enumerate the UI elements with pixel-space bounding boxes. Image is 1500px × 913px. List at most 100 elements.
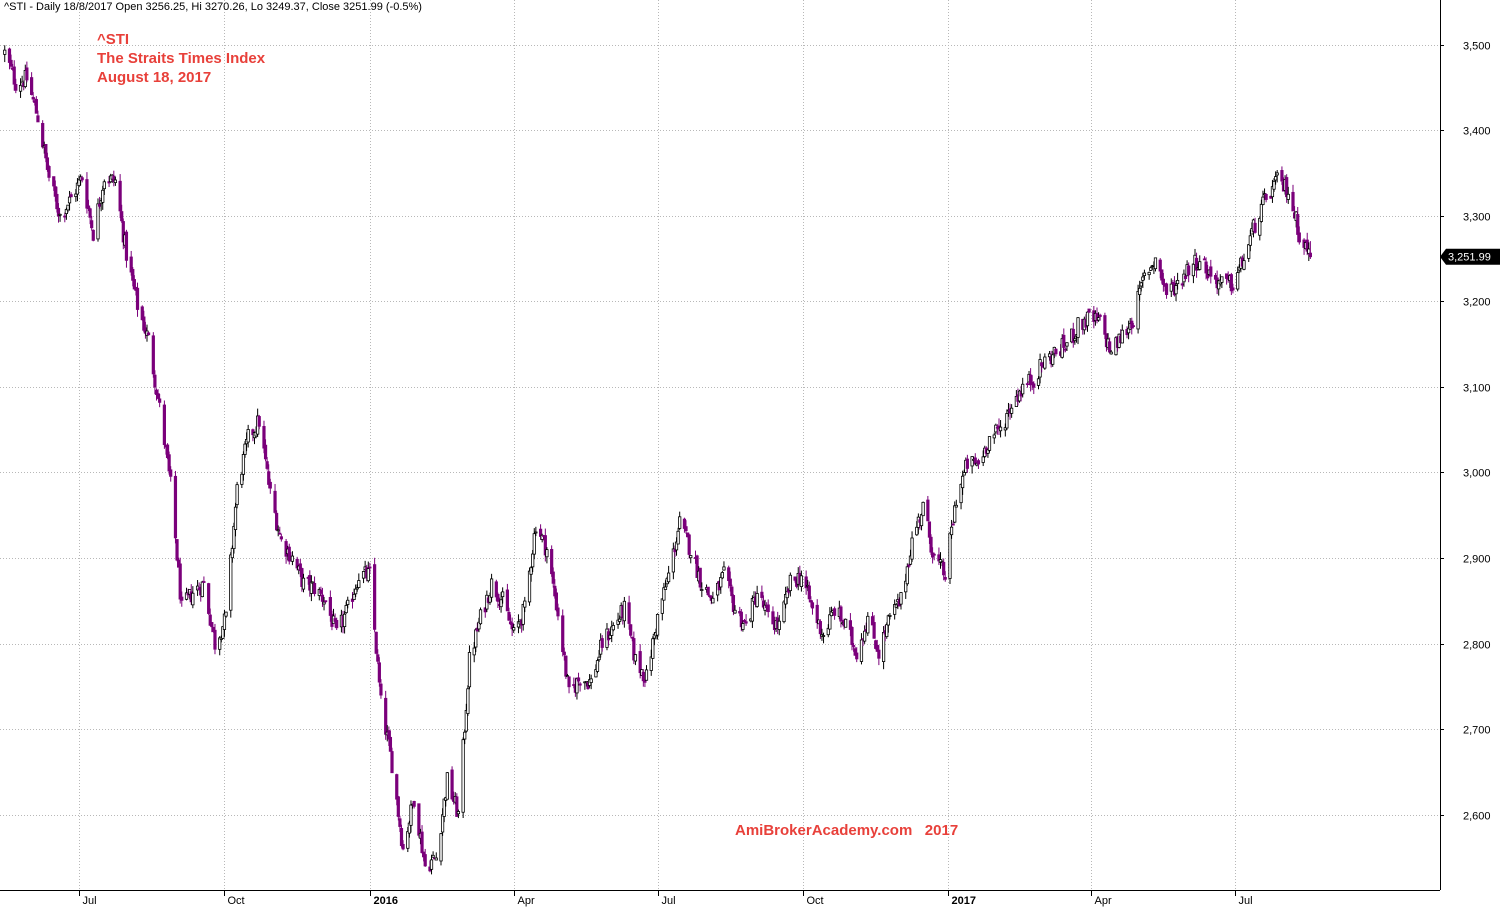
up-candle [1120, 324, 1124, 344]
up-candle [888, 612, 892, 620]
up-candle [1247, 244, 1251, 263]
up-candle [1036, 376, 1041, 390]
down-candle [324, 600, 328, 604]
down-candle [450, 766, 454, 801]
candle-body [1225, 273, 1229, 279]
down-candle [90, 215, 94, 231]
candle-body [782, 601, 786, 623]
candle-body [629, 624, 633, 636]
candle-body [69, 194, 73, 198]
candle-body [146, 332, 151, 336]
down-candle [576, 672, 581, 683]
up-candle [733, 605, 737, 614]
candle-body [1062, 334, 1066, 348]
down-candle [213, 623, 217, 655]
up-candle [434, 852, 438, 861]
up-candle [633, 654, 638, 666]
down-candle [561, 609, 565, 657]
down-candle [1209, 259, 1213, 284]
up-candle [954, 499, 958, 508]
candle-body [346, 599, 350, 605]
down-candle [390, 747, 394, 774]
down-candle [1032, 381, 1036, 395]
up-candle [863, 625, 867, 644]
up-candle [611, 622, 615, 632]
down-candle [263, 439, 268, 462]
up-candle [986, 449, 990, 458]
down-candle [810, 600, 815, 615]
candle-body [77, 179, 81, 187]
candle-body [58, 213, 62, 216]
up-candle [429, 854, 434, 875]
down-candle [373, 557, 377, 633]
down-candle [47, 164, 51, 182]
x-tick-label: Jul [662, 895, 676, 907]
down-candle [1180, 282, 1184, 290]
candle-body [529, 567, 533, 575]
up-candle [346, 596, 350, 609]
candle-body [1247, 244, 1251, 259]
candle-body [1169, 283, 1173, 292]
candle-body [374, 631, 378, 654]
candle-body [760, 591, 764, 598]
down-candle [551, 567, 555, 588]
candle-body [66, 204, 70, 211]
up-candle [1275, 170, 1279, 183]
candle-body [1158, 259, 1162, 272]
candle-body [52, 176, 56, 187]
bar-info-line: ^STI - Daily 18/8/2017 Open 3256.25, Hi … [4, 1, 422, 13]
candle-body [981, 456, 985, 463]
candles [3, 45, 1312, 875]
down-candle [257, 414, 261, 430]
candle-body [67, 196, 72, 204]
up-candle [101, 185, 105, 210]
candle-body [700, 589, 704, 591]
down-candle [942, 558, 946, 581]
down-candle [287, 543, 291, 565]
candle-body [47, 166, 51, 178]
up-candle [1147, 271, 1151, 280]
up-candle [290, 551, 295, 566]
x-tick-label: Jul [83, 895, 97, 907]
down-candle [34, 96, 38, 114]
candle-body [124, 231, 129, 261]
up-candle [456, 809, 460, 819]
y-tick-label: 2,900 [1463, 554, 1491, 566]
up-candle [660, 598, 664, 621]
up-candle [366, 561, 370, 583]
candle-body [478, 609, 483, 625]
candle-body [384, 697, 388, 735]
down-candle [1025, 381, 1030, 388]
down-candle [1202, 256, 1207, 261]
candle-body [175, 539, 179, 561]
candle-body [1174, 285, 1178, 295]
down-candle [124, 229, 129, 268]
candle-body [1274, 176, 1278, 181]
up-candle [18, 78, 23, 98]
candle-body [268, 481, 272, 489]
candle-body [1191, 263, 1196, 277]
candle-body [1231, 287, 1235, 291]
candle-body [235, 484, 239, 506]
x-tick-label: Apr [518, 895, 535, 907]
down-candle [379, 679, 383, 699]
candle-body [55, 193, 59, 210]
up-candle [1286, 186, 1290, 204]
candle-body [417, 803, 421, 836]
candle-body [456, 811, 460, 815]
candle-body [863, 630, 867, 642]
candle-body [153, 374, 157, 388]
up-candle [998, 420, 1003, 438]
candle-body [489, 578, 494, 598]
candle-body [649, 656, 653, 671]
chart-title-block: ^STI The Straits Times Index August 18, … [97, 30, 265, 87]
down-candle [997, 418, 1001, 436]
candle-body [1176, 280, 1180, 285]
candle-body [1259, 203, 1263, 222]
x-tick-label: Apr [1095, 895, 1112, 907]
candle-body [711, 597, 715, 604]
candle-body [496, 593, 500, 602]
candle-body [655, 614, 660, 636]
